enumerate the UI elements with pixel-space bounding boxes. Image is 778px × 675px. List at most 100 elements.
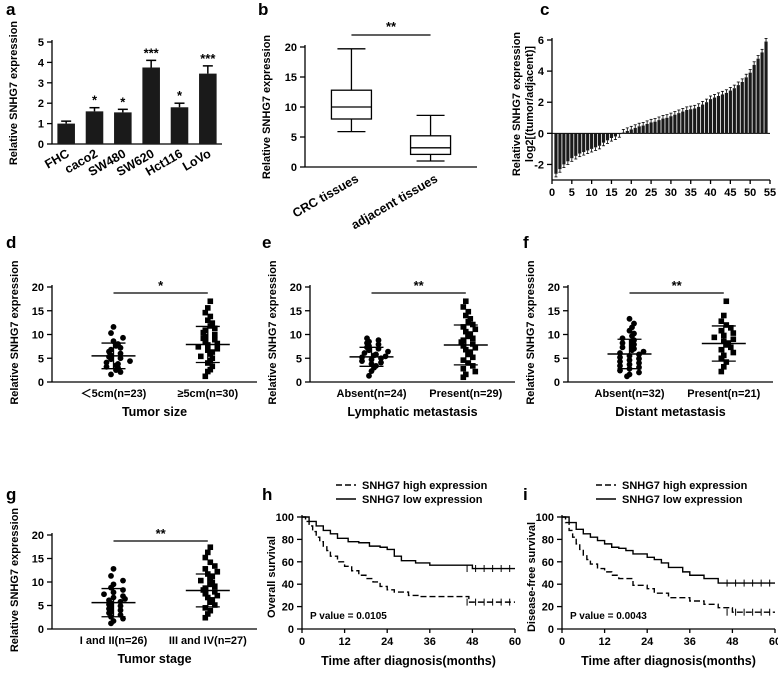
y-tick-label: 0 — [288, 624, 294, 636]
data-point — [723, 359, 730, 365]
data-point — [209, 355, 216, 362]
x-tick-label: 20 — [625, 187, 637, 199]
data-point — [619, 335, 626, 342]
bar — [586, 133, 590, 151]
y-tick-label: 6 — [538, 35, 544, 47]
bar — [594, 133, 598, 148]
y-tick-label: 20 — [32, 530, 44, 542]
data-point — [463, 371, 469, 378]
data-point — [212, 583, 218, 590]
survival-curve-1 — [302, 516, 515, 570]
significance-star: *** — [144, 45, 160, 60]
significance-star: * — [92, 93, 98, 108]
panel-letter: e — [262, 233, 271, 252]
bar — [752, 64, 756, 134]
data-point — [101, 591, 107, 598]
data-point — [202, 554, 209, 561]
panel-f: f 0 5 10 15 20 Relative SNHG7 expression Absent… — [523, 233, 773, 419]
x-tick-label: 60 — [769, 636, 778, 648]
bar — [748, 72, 752, 134]
bar-LoVo — [199, 73, 217, 144]
data-point — [460, 343, 467, 349]
data-point — [207, 366, 214, 373]
bar — [665, 117, 669, 134]
bar — [597, 133, 602, 146]
data-point — [472, 326, 479, 333]
y-tick-label: 15 — [32, 306, 44, 318]
data-point — [366, 372, 372, 379]
data-point — [207, 544, 214, 551]
data-point — [202, 373, 209, 380]
data-point — [730, 330, 737, 336]
significance-star: ** — [386, 19, 397, 34]
x-tick-label: 36 — [424, 636, 436, 648]
y-tick-label: 20 — [542, 602, 554, 614]
bar-Hct116 — [170, 107, 189, 144]
x-axis-title: Tumor size — [122, 405, 187, 419]
significance-star: * — [158, 278, 164, 293]
data-point — [626, 371, 633, 378]
significance-star: ** — [414, 278, 425, 293]
panel-c: c -2 0 2 4 6 Relative SNHG7 expression log2[(tu… — [511, 0, 776, 199]
x-tick-label: 10 — [586, 187, 598, 199]
data-point — [108, 346, 114, 353]
y-axis-title: Disease-free survival — [526, 522, 538, 632]
bar — [756, 58, 760, 134]
y-axis-title: Relative SNHG7 expression — [8, 21, 20, 166]
y-tick-label: -2 — [534, 159, 544, 171]
data-point — [209, 320, 216, 326]
data-point — [212, 331, 218, 338]
box-CRC tissues — [330, 89, 373, 120]
bar — [732, 88, 736, 134]
data-point — [209, 363, 216, 370]
data-point — [619, 340, 626, 346]
bar — [562, 133, 566, 165]
x-tick-label: 15 — [605, 187, 617, 199]
panel-letter: h — [262, 485, 272, 504]
x-tick-label: 60 — [509, 636, 521, 648]
bar — [697, 106, 701, 134]
significance-star: * — [120, 94, 126, 109]
data-point — [207, 559, 214, 566]
data-point — [718, 318, 725, 324]
data-point — [108, 330, 114, 336]
data-point — [202, 585, 209, 591]
data-point — [373, 351, 379, 358]
data-point — [465, 308, 472, 315]
x-tick-label: 45 — [724, 187, 736, 199]
data-point — [640, 348, 647, 355]
bar — [621, 132, 625, 134]
panel-b: b 0 5 10 15 20 Relative SNHG7 expression CRC ti… — [258, 0, 477, 232]
box-adjacent tissues — [409, 135, 452, 156]
data-point — [636, 360, 642, 366]
bar — [661, 118, 665, 134]
y-tick-label: 5 — [38, 37, 44, 49]
bar — [649, 122, 653, 134]
data-point — [465, 318, 472, 325]
data-point — [103, 359, 110, 366]
x-tick-label: 48 — [466, 636, 478, 648]
bar — [744, 77, 748, 134]
bar — [637, 126, 641, 134]
data-point — [460, 337, 467, 343]
x-axis-title: Lymphatic metastasis — [347, 405, 477, 419]
survival-curve-0 — [562, 516, 775, 613]
data-point — [202, 338, 209, 345]
x-tick-label: Absent(n=24) — [337, 388, 407, 400]
data-point — [721, 312, 727, 319]
panel-g: g 0 5 10 15 20 Relative SNHG7 expression I and … — [6, 485, 257, 666]
bar — [617, 133, 621, 135]
bar-caco2 — [85, 111, 104, 144]
data-point — [214, 592, 221, 599]
y-tick-label: 20 — [282, 602, 294, 614]
significance-star: *** — [200, 51, 216, 66]
bar — [645, 124, 649, 134]
x-tick-label: 55 — [764, 187, 776, 199]
data-point — [212, 336, 218, 343]
x-tick-label: 48 — [726, 636, 738, 648]
y-axis-title: Relative SNHG7 expression — [9, 260, 21, 405]
y-tick-label: 5 — [38, 601, 44, 613]
x-axis-title: Time after diagnosis(months) — [321, 654, 496, 668]
bar — [578, 133, 582, 154]
data-point — [207, 607, 214, 614]
